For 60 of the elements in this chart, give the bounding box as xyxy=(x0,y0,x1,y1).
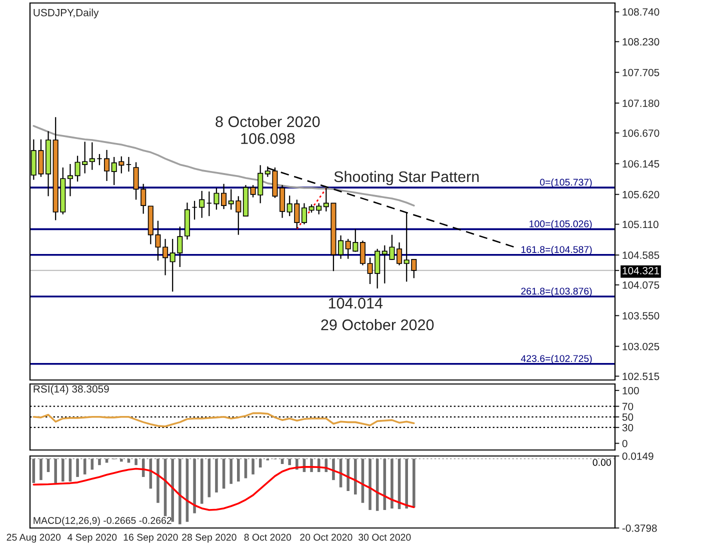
text: MACD(12,26,9) -0.2665 -0.2662 xyxy=(34,516,172,526)
candlestick xyxy=(221,183,227,210)
candlestick xyxy=(96,153,102,166)
annotation: 8 October 2020 xyxy=(216,116,320,128)
annotation: 106.098 xyxy=(241,133,295,144)
candlestick xyxy=(67,163,73,197)
ref-line-label: 100=(105.026) xyxy=(530,220,592,230)
annotation: 104.014 xyxy=(328,298,383,309)
y-tick-label: 106.670 xyxy=(622,129,660,137)
y-tick-label: 104.075 xyxy=(622,281,660,289)
candlestick xyxy=(206,190,212,217)
y-tick-label: 108.230 xyxy=(622,38,660,46)
line-series xyxy=(32,466,415,511)
ref-line-label: 0=(105.737) xyxy=(540,178,592,188)
text: USDJPY,Daily xyxy=(34,8,99,18)
y-tick-label: 30 xyxy=(622,424,634,432)
y-tick-label: 102.515 xyxy=(622,372,660,380)
candlestick xyxy=(396,242,402,266)
candlestick xyxy=(199,190,205,218)
y-tick-label: 107.180 xyxy=(622,100,660,107)
y-tick-label: 104.321 xyxy=(622,266,660,274)
y-tick-label: 104.585 xyxy=(622,252,660,259)
y-tick-label: -0.3798 xyxy=(622,524,657,532)
candlestick xyxy=(360,240,366,266)
y-tick-label: 105.110 xyxy=(622,220,658,228)
candlestick xyxy=(280,184,286,218)
y-tick-label: 100 xyxy=(622,386,639,394)
ref-line-label: 423.6=(102.725) xyxy=(520,354,592,364)
y-tick-label: 103.025 xyxy=(622,342,660,350)
annotation: 29 October 2020 xyxy=(321,319,434,330)
x-tick-label: 30 Oct 2020 xyxy=(358,534,411,541)
y-tick-label: 108.740 xyxy=(622,8,660,16)
ref-line-label: 161.8=(104.587) xyxy=(521,246,592,255)
y-tick-label: 0.0149 xyxy=(622,452,654,460)
candlestick xyxy=(338,234,344,260)
x-tick-label: 28 Sep 2020 xyxy=(182,534,236,543)
y-tick-label: 103.550 xyxy=(622,312,660,320)
y-tick-label: 50 xyxy=(622,413,634,421)
candlestick xyxy=(214,187,220,210)
line-series xyxy=(32,412,415,428)
y-tick-label: 106.145 xyxy=(622,160,660,168)
x-tick-label: 8 Oct 2020 xyxy=(244,534,292,541)
x-tick-label: 25 Aug 2020 xyxy=(6,534,61,543)
candlestick xyxy=(192,200,198,220)
ref-line-label: 0.00 xyxy=(592,458,611,466)
y-tick-label: 107.705 xyxy=(622,68,660,76)
ref-line-label: 261.8=(103.876) xyxy=(521,287,592,297)
chart-title: RSI(14) 38.3059 xyxy=(34,384,109,395)
y-tick-label: 70 xyxy=(622,402,634,410)
annotation: Shooting Star Pattern xyxy=(334,170,479,186)
y-tick-label: 0 xyxy=(622,440,628,448)
candlestick xyxy=(89,142,95,170)
candlestick xyxy=(301,202,307,225)
x-tick-label: 20 Oct 2020 xyxy=(300,534,352,541)
candlestick xyxy=(162,238,168,276)
x-tick-label: 16 Sep 2020 xyxy=(124,534,178,543)
x-tick-label: 4 Sep 2020 xyxy=(68,534,117,543)
y-tick-label: 105.620 xyxy=(622,190,660,198)
candlestick xyxy=(126,156,132,172)
candlestick xyxy=(104,149,110,182)
